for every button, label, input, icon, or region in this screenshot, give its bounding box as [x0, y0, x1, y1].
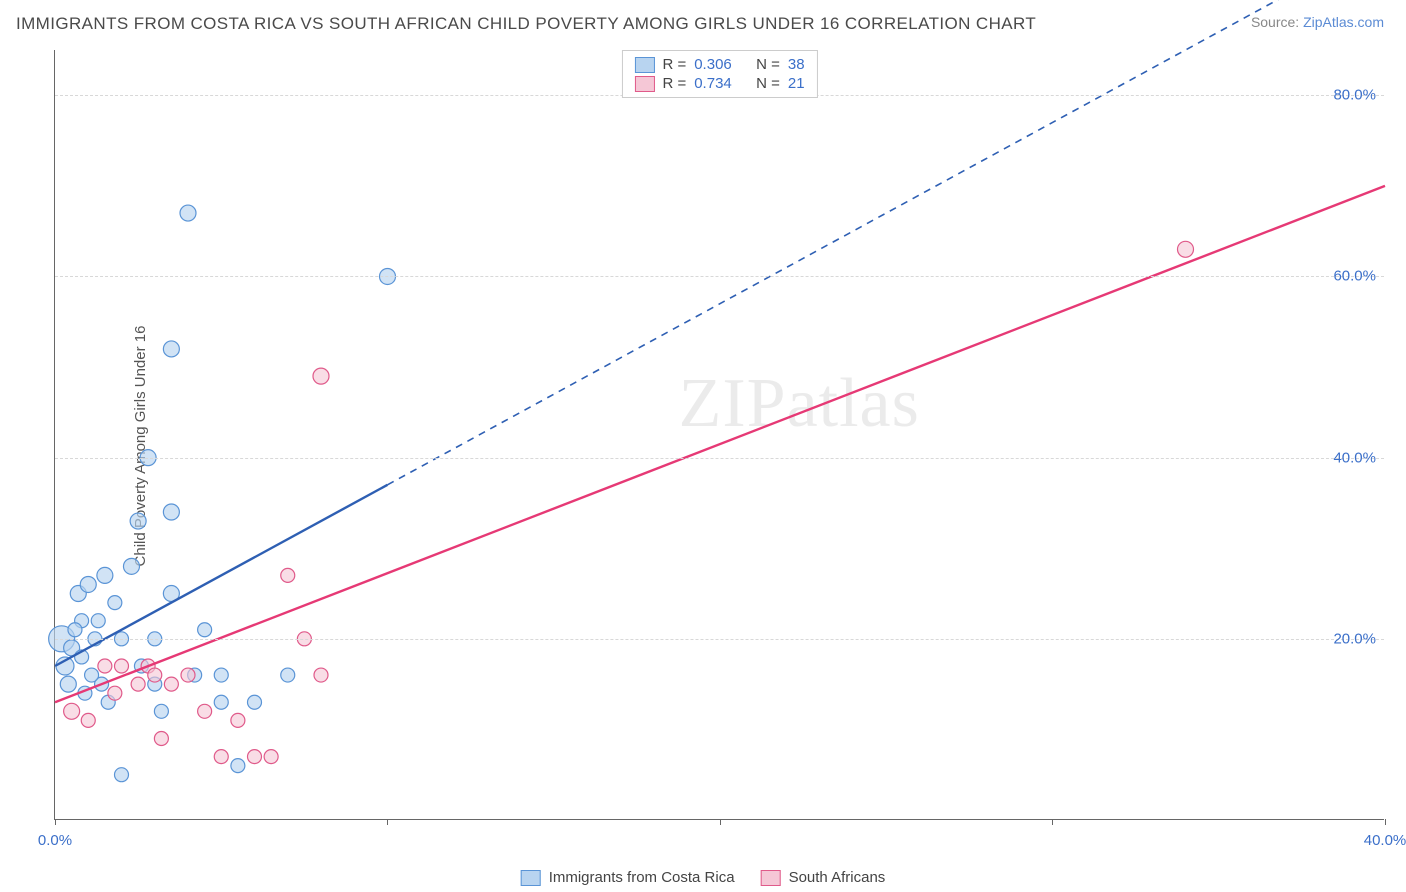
n-label: N =: [756, 75, 780, 92]
xtick-label: 0.0%: [38, 832, 72, 849]
ytick-label: 40.0%: [1333, 449, 1376, 466]
correlation-legend: R = 0.306 N = 38 R = 0.734 N = 21: [621, 50, 817, 98]
swatch-series-2: [634, 76, 654, 92]
n-value-1: 38: [788, 56, 805, 73]
ytick-label: 20.0%: [1333, 630, 1376, 647]
legend-item-1: Immigrants from Costa Rica: [521, 869, 735, 886]
r-value-2: 0.734: [694, 75, 732, 92]
legend-row-series-2: R = 0.734 N = 21: [634, 74, 804, 93]
ytick-label: 80.0%: [1333, 87, 1376, 104]
r-label: R =: [662, 75, 686, 92]
chart-title: IMMIGRANTS FROM COSTA RICA VS SOUTH AFRI…: [16, 14, 1036, 34]
legend-item-2: South Africans: [761, 869, 886, 886]
scatter-svg: [55, 50, 1384, 819]
gridline: [55, 639, 1384, 640]
swatch-icon: [521, 870, 541, 886]
xtick-mark: [1052, 819, 1053, 825]
series-1-name: Immigrants from Costa Rica: [549, 869, 735, 886]
xtick-mark: [720, 819, 721, 825]
source-attribution: Source: ZipAtlas.com: [1251, 14, 1384, 30]
xtick-mark: [1385, 819, 1386, 825]
series-legend: Immigrants from Costa Rica South African…: [521, 869, 886, 886]
n-label: N =: [756, 56, 780, 73]
series-2-name: South Africans: [789, 869, 886, 886]
r-label: R =: [662, 56, 686, 73]
legend-row-series-1: R = 0.306 N = 38: [634, 55, 804, 74]
swatch-series-1: [634, 57, 654, 73]
plot-area: R = 0.306 N = 38 R = 0.734 N = 21 ZIPatl…: [54, 50, 1384, 820]
n-value-2: 21: [788, 75, 805, 92]
r-value-1: 0.306: [694, 56, 732, 73]
ytick-label: 60.0%: [1333, 268, 1376, 285]
xtick-mark: [387, 819, 388, 825]
gridline: [55, 458, 1384, 459]
xtick-label: 40.0%: [1364, 832, 1406, 849]
source-link[interactable]: ZipAtlas.com: [1303, 14, 1384, 30]
swatch-icon: [761, 870, 781, 886]
xtick-mark: [55, 819, 56, 825]
gridline: [55, 276, 1384, 277]
source-prefix: Source:: [1251, 14, 1303, 30]
